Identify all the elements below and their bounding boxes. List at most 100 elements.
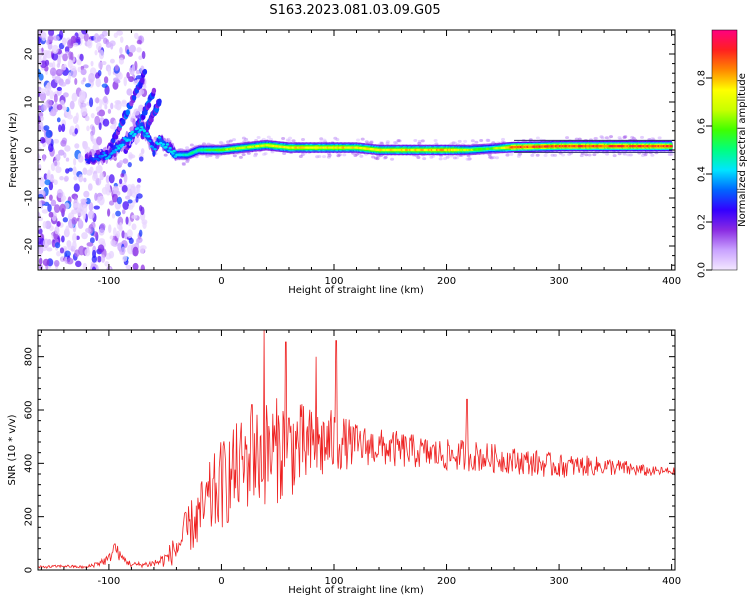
spectrogram-noise-cell <box>485 139 490 143</box>
spectrogram-noise-cell <box>57 55 61 66</box>
spectrogram-noise-cell <box>96 42 102 51</box>
spectrogram-noise-cell <box>73 183 80 192</box>
colorbar-tick-label: 0.8 <box>697 70 708 86</box>
spectrogram-noise-cell <box>126 88 133 96</box>
spectrogram-noise-cell <box>317 154 322 158</box>
spectrogram-noise-cell <box>121 246 126 256</box>
spectrogram-noise-cell <box>56 250 61 257</box>
spectrogram-noise-cell <box>49 67 57 76</box>
spectrogram-marks <box>38 30 675 270</box>
spectrogram-noise-cell <box>181 162 186 166</box>
spectrogram-noise-cell <box>98 34 105 40</box>
spectrogram-noise-cell <box>262 152 267 156</box>
spectrogram-noise-cell <box>55 154 61 162</box>
colorbar-bar <box>712 30 737 270</box>
spectrogram-noise-cell <box>113 32 118 39</box>
spectrogram-y-tick-label: -10 <box>24 190 35 206</box>
spectrogram-noise-cell <box>45 129 53 138</box>
spectrogram-y-tick-label: 10 <box>24 96 35 109</box>
spectrogram-noise-cell <box>61 235 65 243</box>
spectrogram-y-tick-label: 20 <box>24 48 35 61</box>
colorbar-tick-label: 0.6 <box>697 118 708 134</box>
spectrogram-noise-cell <box>42 220 47 229</box>
spectrogram-noise-cell <box>120 173 125 178</box>
spectrogram-ridge-cell <box>173 155 178 158</box>
spectrogram-noise-cell <box>61 37 67 46</box>
spectrogram-noise-cell <box>104 104 108 110</box>
spectrogram-noise-cell <box>44 59 50 67</box>
spectrogram-noise-cell <box>371 155 376 159</box>
spectrogram-noise-cell <box>107 208 111 217</box>
spectrogram-ridge-cell <box>140 126 144 129</box>
spectrogram-noise-cell <box>54 242 61 249</box>
spectrogram-ridge-cell <box>152 150 156 156</box>
spectrogram-noise-cell <box>99 223 106 231</box>
spectrogram-noise-cell <box>69 100 75 110</box>
spectrogram-noise-cell <box>91 266 96 270</box>
spectrogram-noise-cell <box>137 88 145 95</box>
spectrogram-noise-cell <box>66 257 74 265</box>
snr-x-tick-label: -100 <box>98 576 121 587</box>
spectrogram-noise-cell <box>282 152 287 156</box>
snr-x-tick-label: 0 <box>218 576 224 587</box>
spectrogram-noise-cell <box>53 204 61 213</box>
snr-y-tick-label: 600 <box>24 400 35 419</box>
spectrogram-noise-cell <box>72 166 77 176</box>
spectrogram-noise-cell <box>38 244 44 255</box>
spectrogram-ridge-cell <box>119 145 124 148</box>
spectrogram-noise-cell <box>205 155 210 159</box>
spectrogram-noise-cell <box>72 240 77 251</box>
spectrogram-noise-cell <box>125 216 129 225</box>
spectrogram-x-tick-label: 100 <box>324 276 343 287</box>
spectrogram-ridge-cell <box>105 149 109 156</box>
colorbar: 0.0 0.2 0.4 0.6 0.8 Normalized spectral ampl… <box>697 29 748 278</box>
spectrogram-noise-cell <box>111 213 116 219</box>
spectrogram-noise-cell <box>85 227 92 233</box>
spectrogram-noise-cell <box>121 101 128 108</box>
spectrogram-noise-cell <box>51 52 59 61</box>
spectrogram-noise-cell <box>126 229 133 238</box>
spectrogram-noise-cell <box>38 236 42 246</box>
spectrogram-ridge-cell <box>117 147 121 150</box>
spectrogram-noise-cell <box>61 123 66 133</box>
spectrogram-noise-cell <box>96 136 103 146</box>
spectrogram-noise-cell <box>57 69 64 74</box>
spectrogram-noise-cell <box>140 148 145 155</box>
spectrogram-streak-cell <box>140 77 145 84</box>
spectrogram-noise-cell <box>53 260 60 267</box>
spectrogram-noise-cell <box>125 195 131 200</box>
spectrogram-noise-cell <box>39 91 47 102</box>
spectrogram-noise-cell <box>253 154 258 158</box>
spectrogram-noise-cell <box>47 35 54 42</box>
spectrogram-noise-cell <box>108 224 112 234</box>
spectrogram-noise-cell <box>142 84 147 90</box>
spectrogram-noise-cell <box>38 163 42 172</box>
spectrogram-noise-cell <box>77 97 82 107</box>
spectrogram-noise-cell <box>56 117 61 123</box>
spectrogram-noise-cell <box>38 36 41 45</box>
spectrogram-noise-cell <box>88 202 94 212</box>
spectrogram-noise-cell <box>110 239 116 247</box>
spectrogram-noise-cell <box>465 157 470 161</box>
spectrogram-noise-cell <box>138 104 144 112</box>
spectrogram-noise-cell <box>89 237 95 244</box>
spectrogram-ridge-cell <box>130 130 134 134</box>
snr-y-label: SNR (10 * v/v) <box>7 414 18 485</box>
spectrogram-noise-cell <box>38 106 42 111</box>
spectrogram-noise-cell <box>98 61 104 70</box>
spectrogram-noise-cell <box>650 153 655 157</box>
spectrogram-noise-cell <box>594 136 599 140</box>
spectrogram-noise-cell <box>628 153 633 157</box>
spectrogram-ridge-cell <box>150 145 155 149</box>
spectrogram-noise-cell <box>86 39 93 49</box>
spectrogram-noise-cell <box>369 140 374 144</box>
spectrogram-noise-cell <box>80 106 88 117</box>
spectrogram-streak-cell <box>142 68 148 75</box>
spectrogram-noise-cell <box>65 157 70 162</box>
spectrogram-noise-cell <box>622 152 627 156</box>
spectrogram-noise-cell <box>136 193 143 199</box>
spectrogram-noise-cell <box>95 178 102 186</box>
spectrogram-x-tick-label: 300 <box>550 276 569 287</box>
spectrogram-noise-cell <box>256 136 261 140</box>
spectrogram-noise-cell <box>561 153 566 157</box>
